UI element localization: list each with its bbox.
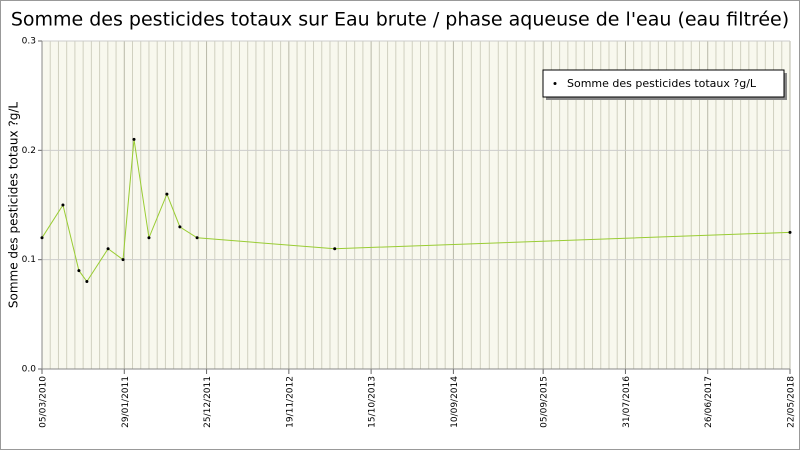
x-tick-label: 19/11/2012 xyxy=(285,376,295,428)
data-point xyxy=(147,236,151,240)
x-tick-label: 29/01/2011 xyxy=(121,376,131,428)
y-tick-label: 0.1 xyxy=(22,255,36,265)
chart-title: Somme des pesticides totaux sur Eau brut… xyxy=(11,9,789,31)
y-tick-label: 0.3 xyxy=(22,37,36,47)
legend xyxy=(542,69,785,98)
data-point xyxy=(61,203,65,207)
data-point xyxy=(77,269,81,273)
x-tick-label: 15/10/2013 xyxy=(368,376,378,428)
data-point xyxy=(165,192,169,196)
y-tick-label: 0.0 xyxy=(22,365,37,375)
x-tick-label: 26/06/2017 xyxy=(704,376,714,428)
data-point xyxy=(178,225,182,229)
data-point xyxy=(85,280,89,284)
y-axis-label: Somme des pesticides totaux ?g/L xyxy=(7,102,21,309)
data-point xyxy=(40,236,44,240)
x-tick-label: 05/09/2015 xyxy=(540,376,550,428)
data-point xyxy=(333,247,337,251)
x-tick-label: 31/07/2016 xyxy=(622,376,632,428)
data-point xyxy=(106,247,110,251)
x-tick-label: 22/05/2018 xyxy=(787,376,797,428)
data-point xyxy=(195,236,199,240)
legend-label: Somme des pesticides totaux ?g/L xyxy=(567,77,757,90)
x-tick-label: 05/03/2010 xyxy=(39,376,49,428)
legend-marker xyxy=(553,82,557,85)
x-tick-label: 25/12/2011 xyxy=(203,376,213,428)
x-tick-label: 10/09/2014 xyxy=(450,376,460,428)
data-point xyxy=(132,137,136,141)
data-point xyxy=(788,230,792,234)
y-tick-label: 0.2 xyxy=(22,146,36,156)
data-point xyxy=(121,258,125,262)
